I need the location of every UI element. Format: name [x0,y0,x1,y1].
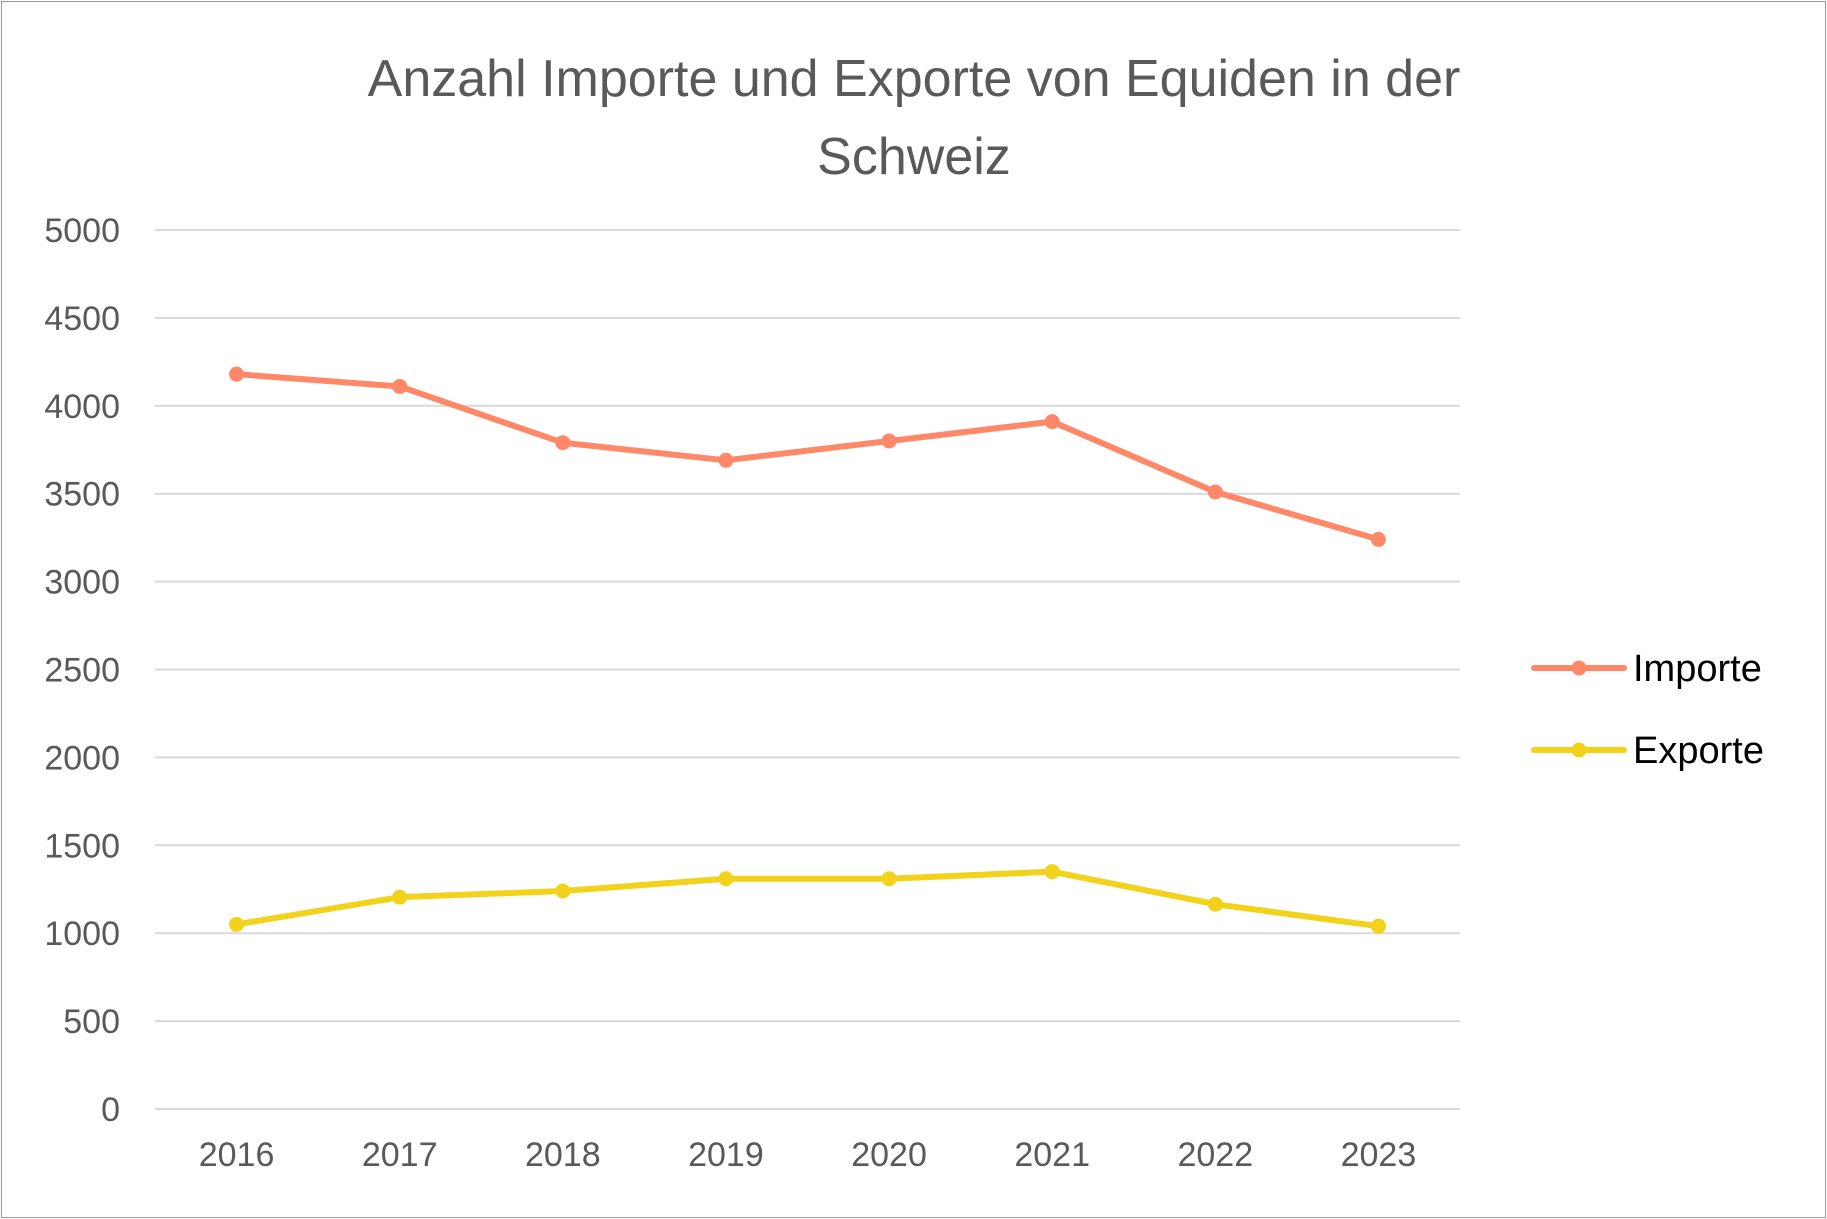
data-point-exporte-2023 [1370,918,1386,934]
x-tick-label: 2017 [362,1136,438,1174]
data-point-exporte-2016 [229,916,245,932]
x-tick-label: 2020 [851,1136,927,1174]
y-tick-label: 2500 [44,652,120,690]
y-tick-label: 2000 [44,739,120,777]
data-point-importe-2019 [718,452,734,468]
series-line-exporte [233,868,1382,930]
data-point-importe-2020 [881,433,897,449]
y-tick-label: 500 [63,1003,120,1041]
x-tick-label: 2016 [199,1136,275,1174]
legend-swatch-marker [1571,742,1587,758]
data-point-importe-2023 [1370,531,1386,547]
y-axis-ticks: 0 500 1000 1500 2000 2500 3000 3500 4000 4500 5000 [44,212,120,1129]
data-point-exporte-2019 [718,871,734,887]
data-point-importe-2018 [555,435,571,451]
x-tick-label: 2022 [1177,1136,1253,1174]
legend-item-importe: Importe [1531,648,1762,690]
data-point-exporte-2017 [392,889,408,905]
legend-swatch-marker [1571,660,1587,676]
series-exporte [229,864,1386,934]
y-tick-label: 4500 [44,300,120,338]
y-tick-label: 5000 [44,212,120,250]
y-tick-label: 4000 [44,388,120,426]
y-tick-label: 1000 [44,915,120,953]
data-point-importe-2022 [1207,484,1223,500]
data-point-importe-2017 [392,378,408,394]
x-tick-label: 2023 [1341,1136,1417,1174]
data-point-importe-2021 [1044,414,1060,430]
data-point-exporte-2020 [881,871,897,887]
series-line-importe [233,371,1382,543]
data-point-exporte-2018 [555,883,571,899]
legend-item-exporte: Exporte [1531,730,1764,772]
data-point-importe-2016 [229,366,245,382]
data-point-exporte-2022 [1207,896,1223,912]
y-tick-label: 3500 [44,476,120,514]
x-axis-ticks: 2016 2017 2018 2019 2020 2021 2022 2023 [199,1136,1417,1174]
legend-label: Exporte [1633,730,1764,772]
y-tick-label: 0 [101,1091,120,1129]
legend-label: Importe [1633,648,1762,690]
series-lines [229,366,1386,934]
data-point-exporte-2021 [1044,864,1060,880]
chart-title-line-1: Anzahl Importe und Exporte von Equiden i… [368,50,1461,108]
x-tick-label: 2019 [688,1136,764,1174]
x-tick-label: 2018 [525,1136,601,1174]
y-tick-label: 1500 [44,827,120,865]
chart-title-line-2: Schweiz [817,128,1011,186]
y-tick-label: 3000 [44,564,120,602]
x-tick-label: 2021 [1014,1136,1090,1174]
gridlines [155,229,1460,1110]
legend: Importe Exporte [1531,648,1764,772]
series-importe [229,366,1386,547]
